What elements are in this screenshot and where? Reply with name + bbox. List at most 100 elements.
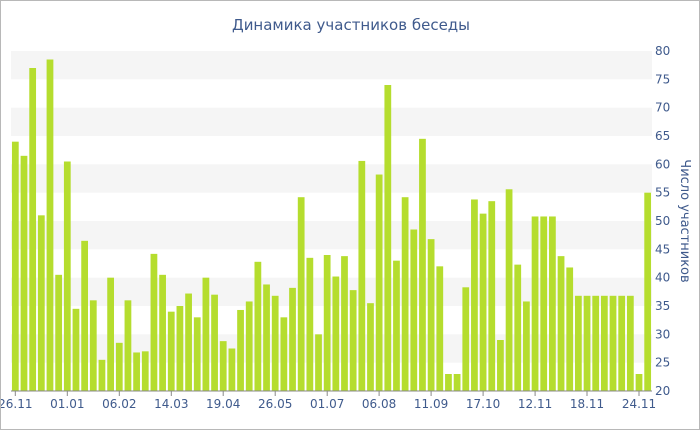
bar[interactable] <box>583 295 591 391</box>
bar[interactable] <box>549 216 556 391</box>
bar[interactable] <box>574 295 582 391</box>
bar[interactable] <box>254 261 262 391</box>
grid-band <box>11 51 652 80</box>
y-tick-label: 20 <box>655 384 670 398</box>
grid-band <box>11 164 652 193</box>
bar[interactable] <box>436 266 444 391</box>
bar[interactable] <box>219 341 227 391</box>
bar[interactable] <box>280 317 288 391</box>
bar[interactable] <box>115 342 123 391</box>
bar[interactable] <box>124 300 132 391</box>
bar[interactable] <box>167 311 175 391</box>
bar[interactable] <box>644 192 652 391</box>
y-tick-label: 55 <box>655 186 670 200</box>
bar[interactable] <box>306 257 314 391</box>
bar[interactable] <box>37 215 45 391</box>
bar[interactable] <box>419 138 426 391</box>
bar[interactable] <box>393 260 400 391</box>
bar[interactable] <box>358 160 366 391</box>
bar[interactable] <box>63 161 71 392</box>
bar[interactable] <box>557 256 565 391</box>
bar[interactable] <box>635 374 643 391</box>
bar[interactable] <box>150 253 158 391</box>
y-axis-ticks: 20 25 30 35 40 45 50 55 60 65 70 75 80 <box>655 44 670 398</box>
bar[interactable] <box>462 287 470 391</box>
x-tick-label: 06.08 <box>362 397 396 411</box>
bar[interactable] <box>367 303 374 391</box>
x-tick-label: 12.11 <box>518 397 552 411</box>
bar[interactable] <box>159 274 166 391</box>
bar[interactable] <box>618 295 626 391</box>
bar[interactable] <box>315 334 322 391</box>
bar[interactable] <box>488 201 496 391</box>
x-tick-label: 14.03 <box>154 397 188 411</box>
bar[interactable] <box>600 295 608 391</box>
y-tick-label: 60 <box>655 157 670 171</box>
bar[interactable] <box>341 256 348 391</box>
bar[interactable] <box>202 277 210 391</box>
chart-title: Динамика участников беседы <box>232 16 470 34</box>
bar[interactable] <box>410 229 418 392</box>
bar[interactable] <box>263 284 270 391</box>
bar[interactable] <box>81 240 89 391</box>
y-tick-label: 40 <box>655 271 670 285</box>
bar[interactable] <box>193 317 201 391</box>
bar[interactable] <box>228 348 236 392</box>
bar[interactable] <box>297 197 305 391</box>
x-tick-label: 19.04 <box>206 397 240 411</box>
bar[interactable] <box>141 351 149 391</box>
bar[interactable] <box>237 309 244 391</box>
bar[interactable] <box>271 295 279 391</box>
x-tick-label: 06.02 <box>102 397 136 411</box>
bar[interactable] <box>133 352 140 391</box>
bar[interactable] <box>332 276 340 391</box>
bar[interactable] <box>471 199 478 391</box>
bar[interactable] <box>245 301 253 391</box>
grid-band <box>11 221 652 250</box>
bar[interactable] <box>626 295 634 391</box>
x-tick-label: 01.01 <box>50 397 84 411</box>
bar[interactable] <box>20 155 28 391</box>
x-tick-label: 24.11 <box>622 397 656 411</box>
bar[interactable] <box>46 59 54 392</box>
bar[interactable] <box>453 374 461 391</box>
grid-band <box>11 107 652 136</box>
bar[interactable] <box>185 293 192 391</box>
bar[interactable] <box>401 197 409 391</box>
bar[interactable] <box>349 290 357 391</box>
bar[interactable] <box>384 85 392 391</box>
bar[interactable] <box>107 277 114 391</box>
y-tick-label: 80 <box>655 44 670 58</box>
bar[interactable] <box>479 213 487 391</box>
bar[interactable] <box>289 287 296 391</box>
x-tick-label: 26.05 <box>258 397 292 411</box>
bar[interactable] <box>323 255 331 391</box>
bar[interactable] <box>98 359 106 391</box>
bar[interactable] <box>505 189 513 391</box>
bar[interactable] <box>89 300 97 391</box>
bar[interactable] <box>375 174 383 391</box>
bar[interactable] <box>29 68 37 391</box>
bars-group <box>11 59 652 392</box>
bar[interactable] <box>566 267 574 391</box>
bar[interactable] <box>176 306 184 391</box>
y-tick-label: 75 <box>655 72 670 86</box>
bar[interactable] <box>445 374 452 391</box>
x-tick-label: 18.11 <box>570 397 604 411</box>
bar[interactable] <box>592 295 600 391</box>
bar[interactable] <box>531 216 539 391</box>
bar[interactable] <box>514 264 522 391</box>
bar[interactable] <box>72 308 80 391</box>
y-tick-label: 70 <box>655 101 670 115</box>
bar[interactable] <box>55 274 63 391</box>
bar[interactable] <box>427 239 435 391</box>
bar[interactable] <box>11 141 19 391</box>
bar[interactable] <box>211 294 218 391</box>
bar[interactable] <box>609 295 617 391</box>
bar[interactable] <box>540 216 548 391</box>
y-tick-label: 35 <box>655 299 670 313</box>
x-axis-ticks: 26.11 01.01 06.02 14.03 19.04 26.05 01.07 06.08… <box>1 391 656 411</box>
bar[interactable] <box>523 301 530 391</box>
bar[interactable] <box>497 340 504 391</box>
